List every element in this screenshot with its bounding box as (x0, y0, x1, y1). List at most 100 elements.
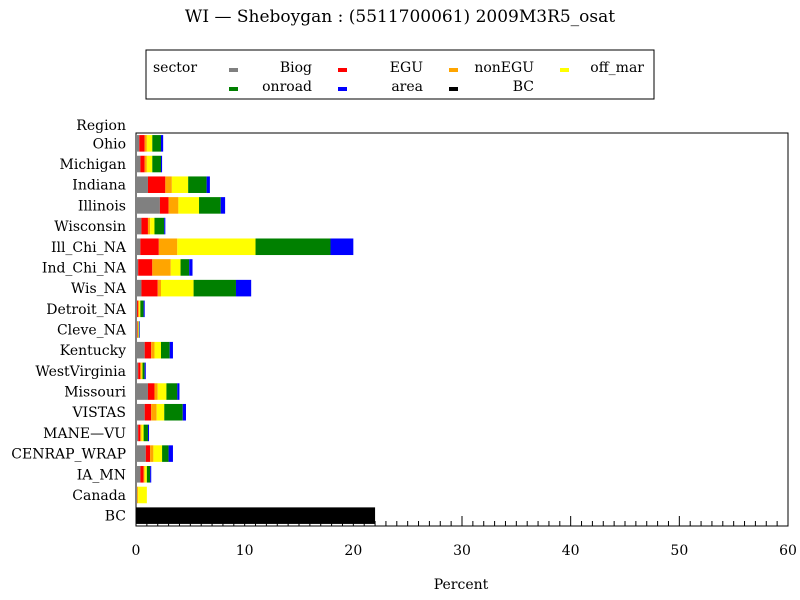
legend-label-onroad: onroad (262, 79, 312, 95)
bar-westvirginia-nonegu (140, 362, 142, 380)
y-tick-label: Wis_NA (71, 281, 127, 297)
bar-wis-na-off-mar (160, 279, 194, 297)
bar-mane-vu-egu (138, 424, 141, 442)
bar-mane-vu-area (147, 424, 150, 442)
bar-westvirginia-onroad (142, 362, 145, 380)
bar-detroit-na-area (143, 300, 145, 318)
legend-label-off-mar: off_mar (590, 60, 644, 76)
legend-title: sector (153, 60, 197, 76)
y-tick-labels: Ohio Michigan Indiana Illinois Wisconsin Ill_… (11, 136, 127, 524)
y-tick-label: WestVirginia (35, 364, 126, 380)
bar-vistas-off-mar (156, 403, 165, 421)
bar-vistas-onroad (164, 403, 183, 421)
bar-ind-chi-na-nonegu (152, 259, 171, 276)
bar-mane-vu-biog (136, 424, 139, 442)
legend-label-biog: Biog (280, 60, 312, 76)
bar-missouri-area (177, 383, 180, 400)
bar-detroit-na-egu (137, 300, 139, 318)
legend-label-area: area (391, 79, 423, 95)
bar-cenrap-wrap-area (168, 445, 173, 462)
bar-illinois-onroad (199, 197, 221, 214)
bar-missouri-egu (147, 383, 155, 400)
bar-cenrap-wrap-off-mar (153, 445, 163, 462)
bar-ind-chi-na-area (189, 259, 193, 276)
bar-cleve-na-off-mar (138, 321, 139, 338)
bar-wis-na-nonegu (157, 279, 161, 297)
y-tick-label: Illinois (78, 198, 126, 214)
legend-label-egu: EGU (390, 60, 423, 76)
bar-kentucky-off-mar (154, 341, 161, 359)
bar-missouri-onroad (166, 383, 178, 400)
bar-michigan-area (160, 155, 163, 173)
bar-wis-na-area (235, 279, 252, 297)
bar-westvirginia-off-mar (141, 362, 143, 380)
bar-illinois-egu (159, 197, 169, 214)
bar-mane-vu-onroad (143, 424, 148, 442)
bar-cleve-na-nonegu (137, 321, 139, 338)
bar-westvirginia-egu (138, 362, 141, 380)
bar-detroit-na-nonegu (138, 300, 140, 318)
bar-missouri-biog (136, 383, 148, 400)
x-tick-label: 40 (562, 543, 580, 559)
bar-kentucky-onroad (160, 341, 170, 359)
legend-swatch-biog (229, 68, 238, 72)
bar-ia-mn-off-mar (144, 466, 147, 483)
bar-indiana-biog (136, 176, 148, 193)
bar-cleve-na-biog (136, 321, 138, 338)
bar-mane-vu-nonegu (140, 424, 142, 442)
y-tick-label: Michigan (60, 157, 126, 173)
bar-missouri-nonegu (154, 383, 158, 400)
bar-bc-bc (136, 507, 376, 524)
bar-ill-chi-na-off-mar (177, 238, 256, 256)
bar-ia-mn-egu (140, 466, 144, 483)
bar-ia-mn-area (150, 466, 152, 483)
bar-ohio-area (160, 135, 164, 152)
bar-detroit-na-biog (136, 300, 138, 318)
x-tick-label: 10 (236, 543, 254, 559)
bar-kentucky-egu (144, 341, 152, 359)
y-tick-label: Ill_Chi_NA (51, 240, 127, 256)
x-tick-label: 0 (132, 543, 141, 559)
bar-wis-na-egu (141, 279, 158, 297)
bar-wisconsin-egu (141, 217, 148, 235)
y-tick-label: BC (105, 509, 126, 525)
x-axis-label: Percent (434, 577, 489, 593)
bar-wisconsin-nonegu (147, 217, 151, 235)
x-tick-label: 30 (453, 543, 471, 559)
bar-cenrap-wrap-nonegu (150, 445, 154, 462)
bar-cleve-na-egu (137, 321, 138, 338)
y-tick-label: Missouri (64, 385, 126, 401)
legend-swatch-nonegu (449, 68, 458, 72)
bar-illinois-nonegu (168, 197, 179, 214)
bar-michigan-onroad (152, 155, 161, 173)
bar-cleve-na-onroad (138, 321, 140, 338)
plot-frame (135, 132, 789, 527)
bar-ind-chi-na-onroad (180, 259, 190, 276)
bar-indiana-area (206, 176, 210, 193)
y-tick-label: CENRAP_WRAP (11, 447, 126, 463)
bar-ind-chi-na-off-mar (170, 259, 181, 276)
legend-label-nonegu: nonEGU (474, 60, 534, 76)
bar-canada-off-mar (138, 486, 147, 504)
bar-illinois-area (220, 197, 226, 214)
bar-michigan-biog (136, 155, 141, 173)
y-tick-label: VISTAS (71, 405, 126, 421)
legend-swatch-area (338, 87, 347, 91)
legend-swatch-bc (449, 87, 458, 91)
x-tick-label: 50 (670, 543, 688, 559)
bar-canada-biog (136, 486, 138, 504)
bar-michigan-egu (140, 155, 145, 173)
bar-ohio-off-mar (146, 135, 153, 152)
bar-michigan-off-mar (146, 155, 153, 173)
bar-cenrap-wrap-biog (136, 445, 146, 462)
bar-ill-chi-na-biog (136, 238, 141, 256)
bar-kentucky-biog (136, 341, 145, 359)
bar-mane-vu-off-mar (141, 424, 144, 442)
y-tick-label: Ind_Chi_NA (42, 260, 127, 276)
bar-ill-chi-na-egu (140, 238, 159, 256)
x-tick-label: 20 (344, 543, 362, 559)
bar-wisconsin-area (164, 217, 166, 235)
bar-cenrap-wrap-onroad (162, 445, 169, 462)
